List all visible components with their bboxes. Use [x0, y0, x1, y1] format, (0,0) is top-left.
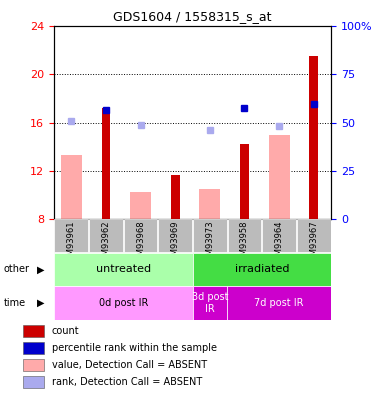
Text: 7d post IR: 7d post IR: [254, 298, 304, 308]
Text: GSM93973: GSM93973: [205, 220, 214, 266]
Text: GSM93958: GSM93958: [240, 220, 249, 266]
Text: ▶: ▶: [37, 264, 44, 274]
Text: GSM93968: GSM93968: [136, 220, 145, 266]
Text: 0d post IR: 0d post IR: [99, 298, 148, 308]
Text: GSM93961: GSM93961: [67, 220, 76, 266]
Text: rank, Detection Call = ABSENT: rank, Detection Call = ABSENT: [52, 377, 202, 387]
Bar: [102, 108, 110, 219]
Text: GSM93964: GSM93964: [275, 220, 284, 266]
Bar: [61, 155, 82, 219]
Bar: [192, 253, 331, 286]
Text: ▶: ▶: [37, 298, 44, 308]
Text: other: other: [4, 264, 30, 274]
Bar: [89, 220, 123, 252]
Text: irradiated: irradiated: [234, 264, 289, 274]
Text: count: count: [52, 326, 80, 336]
Bar: [227, 286, 331, 320]
Text: untreated: untreated: [95, 264, 151, 274]
Text: GSM93969: GSM93969: [171, 220, 180, 266]
Text: GSM93967: GSM93967: [309, 220, 318, 266]
Bar: [297, 220, 331, 252]
Bar: [130, 192, 151, 219]
Bar: [193, 220, 227, 252]
Text: value, Detection Call = ABSENT: value, Detection Call = ABSENT: [52, 360, 207, 370]
Bar: [124, 220, 157, 252]
Bar: [262, 220, 296, 252]
Bar: [54, 286, 192, 320]
Bar: [269, 134, 290, 219]
Text: GDS1604 / 1558315_s_at: GDS1604 / 1558315_s_at: [113, 10, 272, 23]
Bar: [192, 286, 227, 320]
Bar: [228, 220, 261, 252]
Text: 3d post
IR: 3d post IR: [192, 292, 228, 313]
Bar: [199, 189, 220, 219]
Bar: [240, 144, 249, 219]
Text: GSM93962: GSM93962: [101, 220, 110, 266]
Text: time: time: [4, 298, 26, 308]
Bar: [158, 220, 192, 252]
Bar: [54, 220, 88, 252]
Text: percentile rank within the sample: percentile rank within the sample: [52, 343, 217, 353]
Bar: [171, 175, 179, 219]
Bar: [310, 56, 318, 219]
Bar: [54, 253, 192, 286]
